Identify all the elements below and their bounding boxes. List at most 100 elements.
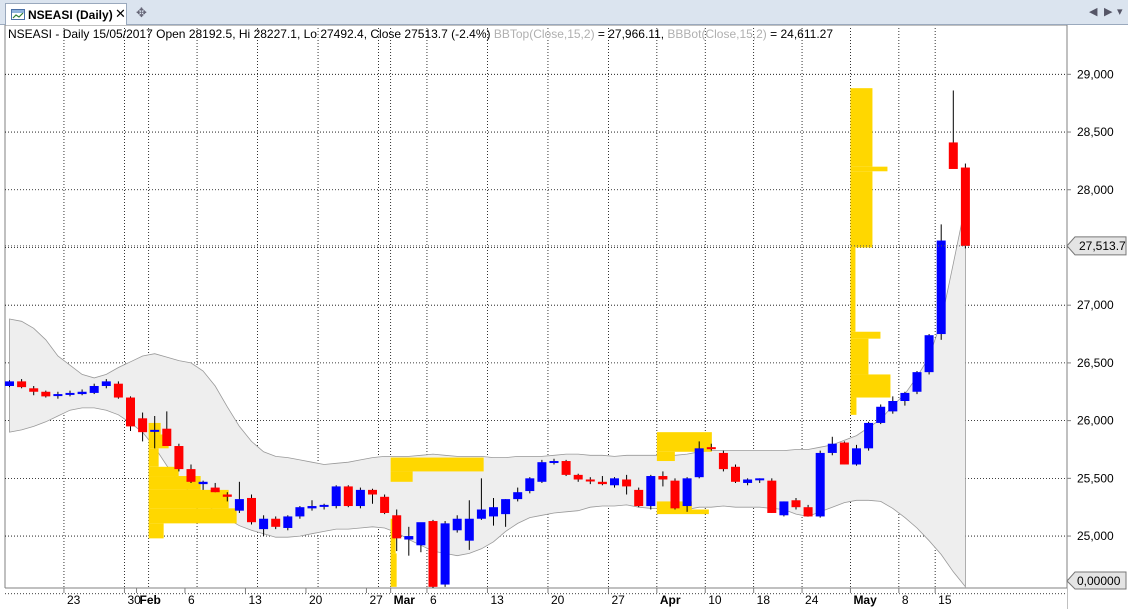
x-tick-label: Apr	[660, 593, 681, 607]
candle-down	[718, 452, 728, 470]
candle-up	[864, 422, 874, 449]
info-bbtop-value: 27,966.11	[608, 27, 661, 41]
x-tick-label: 20	[551, 593, 565, 607]
volume-profile-bar-3	[850, 374, 891, 398]
candle-down	[380, 496, 390, 513]
candle-up	[355, 489, 365, 507]
volume-profile-bar-3	[850, 247, 856, 332]
info-high-label: Hi	[238, 27, 251, 41]
candle-down	[948, 142, 958, 169]
candle-down	[803, 507, 813, 517]
candle-down	[428, 521, 438, 587]
y-axis-labels: 29,00028,50028,00027,50027,00026,50026,0…	[1067, 67, 1114, 543]
volume-profile-bar-0	[148, 489, 229, 509]
caret-left-icon[interactable]: ◀	[1089, 6, 1098, 18]
y-tick-label: 28,000	[1077, 183, 1114, 197]
candle-up	[501, 499, 511, 515]
last-price-label: 27,513.7	[1079, 239, 1126, 253]
info-bbbot-value: 24,611.27	[780, 27, 834, 41]
volume-profile-bar-0	[148, 508, 237, 524]
x-tick-label: 24	[805, 593, 819, 607]
y-tick-label: 25,500	[1077, 471, 1114, 485]
candle-down	[186, 469, 196, 482]
volume-profile-bar-1	[390, 457, 484, 472]
candle-up	[416, 522, 426, 546]
plus-icon[interactable]: ✥	[136, 5, 147, 20]
tab-title: NSEASI (Daily)	[28, 8, 113, 22]
candle-down	[960, 167, 970, 246]
candle-up	[101, 381, 111, 386]
info-open: 28192.5	[188, 27, 233, 41]
candle-up	[283, 516, 293, 528]
candle-up	[779, 501, 789, 516]
candle-up	[549, 461, 559, 464]
chart-tab-icon	[11, 9, 25, 20]
candle-up	[295, 507, 305, 517]
info-high: 28227.1	[253, 27, 297, 41]
candle-up	[440, 523, 450, 585]
candle-up	[53, 394, 63, 397]
info-close-label: Close	[370, 27, 402, 41]
info-bbtop-label: BBTop(Close,15,2)	[493, 27, 595, 41]
x-tick-label: 27	[611, 593, 625, 607]
candle-up	[888, 400, 898, 412]
volume-profile-bar-1	[390, 553, 397, 587]
y-tick-label: 29,000	[1077, 67, 1114, 81]
candle-down	[731, 466, 740, 482]
candle-down	[271, 518, 281, 527]
candle-up	[537, 462, 547, 482]
volume-profile-bar-3	[850, 88, 873, 167]
candle-down	[41, 391, 51, 397]
candle-up	[489, 507, 498, 517]
volume-profile-bar-3	[850, 166, 888, 172]
info-date: 15/05/2017	[92, 27, 153, 41]
candle-down	[247, 497, 256, 523]
info-symbol: NSEASI	[8, 27, 53, 41]
x-tick-label: 13	[490, 593, 504, 607]
price-chart[interactable]: 29,00028,50028,00027,50027,00026,50026,0…	[0, 25, 1128, 609]
info-low: 27492.4	[320, 27, 364, 41]
chart-tab[interactable]: NSEASI (Daily) ✕	[5, 3, 127, 25]
info-bar: NSEASI - Daily 15/05/2017 Open 28192.5, …	[8, 27, 833, 41]
candle-up	[331, 486, 341, 507]
candle-up	[743, 479, 753, 483]
candle-down	[29, 388, 39, 392]
x-tick-label: 27	[369, 593, 383, 607]
candle-up	[404, 536, 414, 540]
volume-profile-bar-0	[148, 466, 179, 477]
candle-up	[646, 476, 656, 507]
volume-profile-bar-0	[148, 448, 159, 467]
volume-profile-bar-0	[148, 523, 164, 539]
x-tick-label: 8	[902, 593, 909, 607]
info-open-label: Open	[156, 27, 186, 41]
close-icon[interactable]: ✕	[115, 6, 126, 21]
y-tick-label: 26,000	[1077, 414, 1114, 428]
candle-down	[561, 461, 571, 475]
candle-down	[597, 481, 607, 485]
x-axis-area	[0, 588, 1067, 609]
candle-up	[452, 518, 462, 531]
volume-profile-bar-3	[850, 397, 857, 415]
lower-value-label: 0,00000	[1077, 574, 1121, 588]
info-close: 27513.7	[404, 27, 448, 41]
candle-down	[670, 480, 680, 509]
caret-down-icon[interactable]: ▾	[1117, 6, 1123, 18]
candle-down	[368, 489, 377, 495]
candle-down	[791, 500, 801, 508]
volume-profile-bar-1	[390, 471, 413, 482]
candle-up	[89, 385, 99, 393]
candle-up	[319, 504, 329, 507]
candle-up	[513, 492, 523, 500]
candle-down	[126, 397, 135, 427]
candle-up	[525, 478, 535, 492]
candle-up	[234, 499, 244, 511]
volume-profile-bar-3	[850, 331, 881, 339]
x-tick-label: Feb	[140, 593, 161, 607]
caret-right-icon[interactable]: ▶	[1104, 6, 1113, 18]
candle-up	[259, 518, 269, 530]
info-bbbot-label: BBBot(Close,15,2)	[667, 27, 767, 41]
candle-up	[150, 429, 160, 432]
candle-down	[210, 487, 220, 493]
